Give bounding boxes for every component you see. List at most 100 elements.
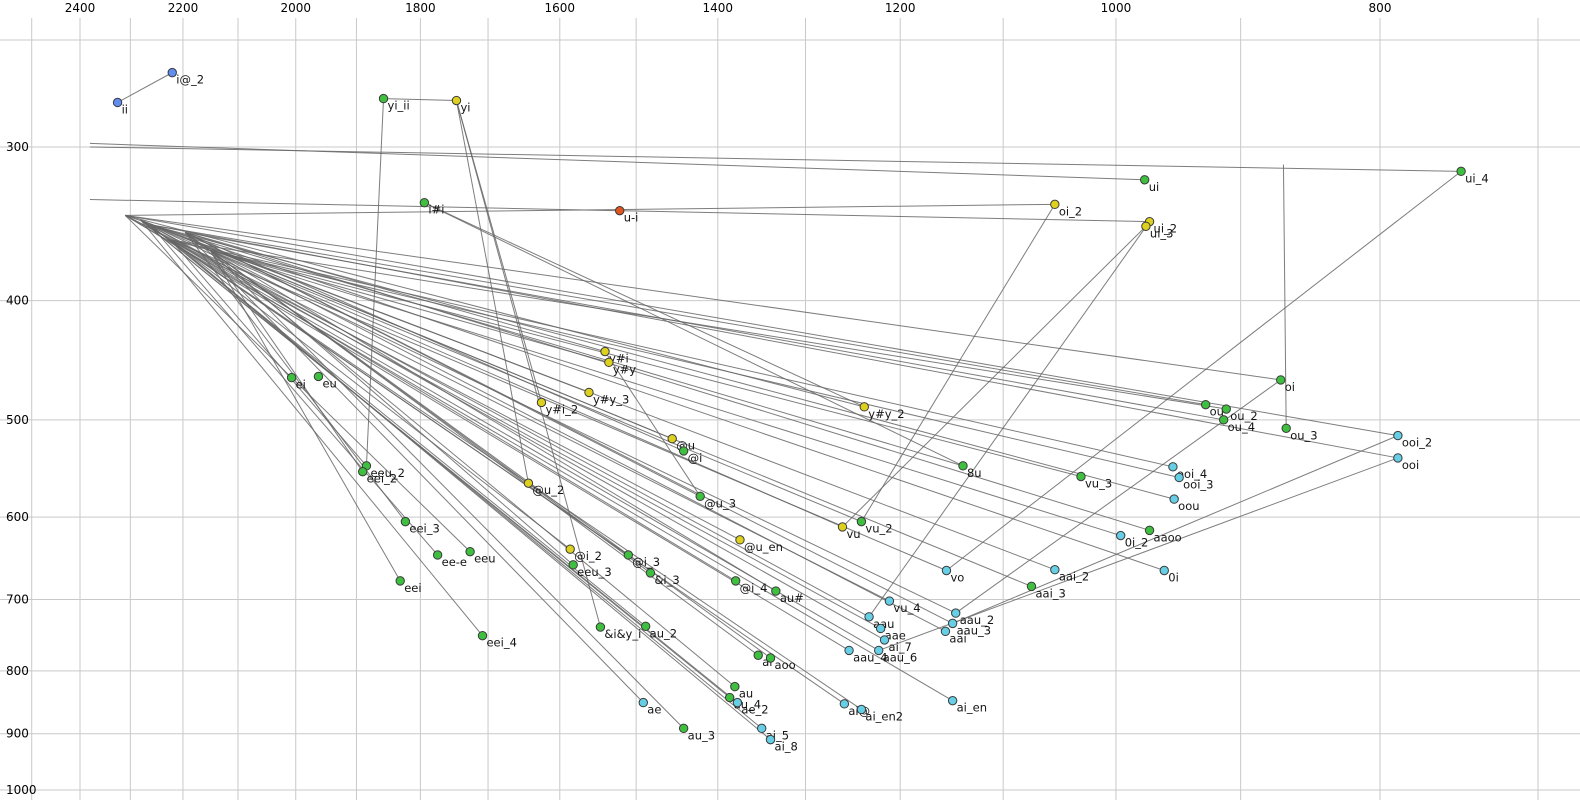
data-point-label: @i bbox=[688, 451, 703, 465]
data-point bbox=[1281, 423, 1291, 433]
trajectory-line bbox=[117, 72, 173, 103]
data-point bbox=[600, 346, 610, 357]
data-point bbox=[951, 608, 961, 618]
data-point-label: ou_2 bbox=[1230, 409, 1257, 423]
trajectory-line bbox=[619, 210, 1150, 223]
data-point-label: eeu_2 bbox=[370, 466, 405, 480]
data-point bbox=[859, 402, 869, 412]
x-axis-tick-label: 1400 bbox=[703, 1, 734, 15]
data-point-label: ee-e bbox=[442, 555, 467, 569]
x-axis-tick-label: 1000 bbox=[1101, 1, 1132, 15]
trajectory-line bbox=[184, 231, 736, 687]
data-point bbox=[400, 516, 411, 527]
data-point bbox=[313, 371, 324, 382]
data-point-label: oi bbox=[1285, 380, 1295, 394]
data-point-label: ai_en2 bbox=[865, 709, 903, 723]
trajectory-line bbox=[140, 219, 483, 636]
x-axis-tick-label: 2200 bbox=[168, 1, 199, 15]
data-point-label: yi_ii bbox=[388, 99, 410, 113]
y-axis-tick-label: 400 bbox=[6, 294, 29, 308]
trajectory-line bbox=[209, 250, 401, 582]
data-point-label: @i_3 bbox=[632, 555, 660, 569]
data-point-label: y#y bbox=[613, 362, 636, 376]
data-point bbox=[771, 586, 781, 596]
trajectory-line bbox=[184, 231, 606, 353]
data-point bbox=[724, 692, 735, 703]
data-point bbox=[864, 612, 874, 622]
trajectory-line bbox=[140, 219, 629, 556]
data-point bbox=[1076, 471, 1086, 482]
trajectory-line bbox=[149, 224, 763, 729]
data-point bbox=[638, 697, 648, 708]
data-point bbox=[1456, 166, 1466, 177]
data-point bbox=[1168, 462, 1178, 472]
data-point-label: eei_4 bbox=[486, 636, 516, 650]
data-point bbox=[839, 699, 850, 709]
data-point-label: aai_3 bbox=[1035, 586, 1065, 600]
trajectory-line bbox=[455, 100, 601, 628]
data-point-label: ai_7 bbox=[889, 640, 912, 654]
trajectory-line bbox=[170, 239, 881, 629]
trajectory-line bbox=[952, 435, 1399, 624]
trajectory-line bbox=[170, 239, 1227, 410]
data-point-label: vo bbox=[950, 571, 964, 585]
data-point bbox=[884, 596, 895, 606]
data-point bbox=[730, 681, 740, 692]
data-point-label: u-i bbox=[624, 211, 639, 225]
trajectory-line bbox=[184, 231, 1150, 531]
trajectory-line bbox=[149, 224, 439, 556]
data-point bbox=[947, 618, 958, 629]
data-point bbox=[395, 576, 405, 586]
data-point bbox=[640, 621, 651, 631]
data-point bbox=[419, 198, 430, 208]
data-point-label: eu bbox=[322, 376, 336, 390]
data-point-label: eei_2 bbox=[367, 472, 397, 486]
data-point bbox=[879, 635, 890, 645]
trajectory-line bbox=[140, 219, 870, 618]
trajectory-line bbox=[170, 239, 1174, 468]
data-point bbox=[678, 723, 689, 734]
x-axis-tick-label: 2000 bbox=[280, 1, 311, 15]
trajectory-line bbox=[89, 142, 1145, 181]
trajectory-line bbox=[125, 203, 1055, 216]
data-point bbox=[595, 622, 606, 632]
data-point bbox=[837, 522, 848, 532]
trajectory-line bbox=[210, 249, 1121, 537]
data-point-label: aau_2 bbox=[960, 613, 994, 627]
data-point-label: ooi_4 bbox=[1177, 467, 1207, 481]
data-point-label: ou_3 bbox=[1290, 428, 1317, 442]
data-point bbox=[765, 653, 776, 663]
data-point-label: y#y_2 bbox=[868, 407, 904, 421]
data-point bbox=[765, 734, 776, 745]
data-point bbox=[432, 550, 443, 560]
data-point-label: oi_2 bbox=[1059, 204, 1082, 218]
x-axis-tick-label: 1600 bbox=[545, 1, 576, 15]
data-point-label: ai_en bbox=[957, 701, 987, 715]
data-point bbox=[874, 645, 884, 656]
data-point bbox=[1026, 581, 1037, 592]
trajectory-line bbox=[184, 232, 644, 703]
trajectory-line bbox=[842, 225, 1147, 528]
data-point bbox=[477, 630, 488, 641]
data-point-label: y#i_2 bbox=[545, 402, 578, 416]
trajectory-line bbox=[170, 239, 736, 582]
data-point bbox=[667, 434, 677, 444]
trajectory-line bbox=[184, 231, 701, 497]
data-point bbox=[940, 626, 951, 637]
trajectory-line bbox=[124, 214, 850, 651]
data-point-label: ae bbox=[647, 703, 661, 717]
trajectory-line bbox=[170, 239, 771, 741]
data-point-label: ou bbox=[1210, 405, 1224, 419]
data-point bbox=[856, 704, 867, 715]
y-axis-tick-label: 1000 bbox=[6, 783, 37, 797]
trajectory-line bbox=[140, 219, 673, 440]
data-point bbox=[695, 491, 705, 502]
trajectory-line bbox=[604, 351, 701, 497]
data-point-label: @u_2 bbox=[532, 483, 564, 497]
y-axis-tick-label: 500 bbox=[6, 413, 29, 427]
data-point-label: ooi bbox=[1402, 458, 1419, 472]
trajectory-line bbox=[149, 224, 1206, 406]
data-point-label: vu_3 bbox=[1085, 477, 1112, 491]
